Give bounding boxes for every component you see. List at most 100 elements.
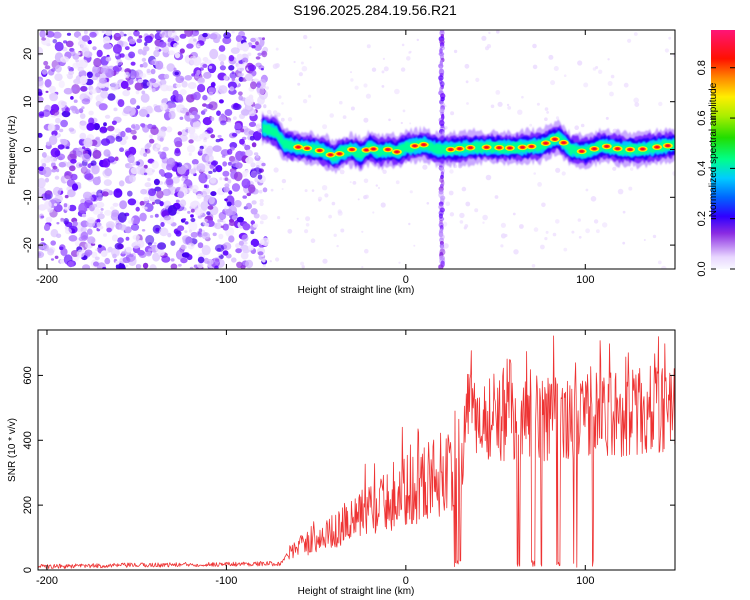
- noise-blob: [170, 258, 175, 262]
- noise-blob: [381, 85, 385, 88]
- noise-blob: [124, 46, 130, 51]
- noise-blob: [64, 221, 73, 228]
- noise-blob: [191, 200, 198, 207]
- noise-blob: [103, 122, 107, 127]
- noise-blob: [512, 212, 516, 216]
- noise-blob: [590, 196, 597, 202]
- noise-blob: [251, 142, 257, 148]
- noise-blob: [607, 81, 613, 86]
- noise-blob: [56, 222, 60, 225]
- noise-blob: [250, 170, 258, 178]
- noise-blob: [198, 77, 205, 83]
- hotspot-core: [457, 147, 462, 150]
- noise-blob: [196, 230, 203, 237]
- noise-blob: [40, 215, 45, 219]
- noise-blob: [97, 213, 105, 220]
- noise-blob: [216, 110, 221, 116]
- noise-blob: [170, 263, 178, 269]
- noise-blob: [212, 145, 222, 153]
- noise-blob: [144, 42, 148, 46]
- noise-blob: [482, 214, 488, 221]
- noise-blob: [112, 202, 119, 207]
- noise-blob: [201, 245, 211, 256]
- noise-blob: [191, 110, 198, 116]
- noise-blob: [402, 109, 406, 113]
- noise-blob: [507, 106, 512, 110]
- noise-blob: [184, 75, 193, 81]
- noise-blob: [128, 174, 136, 183]
- noise-blob: [247, 52, 252, 57]
- noise-blob: [464, 63, 470, 69]
- noise-blob: [265, 86, 269, 90]
- noise-blob: [532, 64, 538, 70]
- noise-blob: [41, 152, 47, 158]
- noise-blob: [261, 237, 270, 246]
- noise-blob: [132, 161, 137, 166]
- noise-blob: [107, 156, 116, 163]
- noise-blob: [375, 184, 378, 187]
- noise-blob: [231, 202, 235, 206]
- noise-blob: [251, 200, 257, 205]
- noise-blob: [146, 68, 151, 74]
- noise-blob: [114, 156, 119, 162]
- noise-blob: [233, 102, 239, 108]
- noise-blob: [107, 93, 116, 101]
- noise-blob: [80, 231, 89, 241]
- noise-blob: [577, 60, 583, 66]
- noise-blob: [59, 138, 65, 143]
- spectrogram-x-label: Height of straight line (km): [298, 285, 415, 296]
- noise-blob: [550, 80, 556, 86]
- noise-blob: [64, 228, 72, 235]
- noise-blob: [143, 196, 149, 201]
- noise-blob: [110, 82, 119, 91]
- hotspot-core: [544, 142, 548, 145]
- snr-y-label: SNR (10 * v/v): [7, 418, 18, 482]
- noise-blob: [545, 230, 549, 234]
- noise-blob: [229, 72, 237, 79]
- noise-blob: [91, 251, 98, 259]
- colorbar-tick-label: 0.4: [696, 161, 708, 176]
- noise-blob: [165, 177, 174, 186]
- noise-blob: [121, 251, 126, 255]
- noise-blob: [47, 123, 55, 132]
- noise-blob: [81, 165, 88, 172]
- noise-blob: [257, 96, 265, 105]
- noise-blob: [329, 113, 335, 118]
- noise-blob: [196, 193, 202, 199]
- noise-blob: [228, 190, 233, 195]
- noise-blob: [459, 212, 465, 219]
- noise-blob: [145, 251, 152, 257]
- x-tick-label: -200: [36, 274, 58, 286]
- noise-blob: [47, 248, 55, 256]
- noise-blob: [215, 261, 219, 265]
- noise-blob: [495, 90, 501, 95]
- noise-blob: [486, 44, 492, 49]
- noise-blob: [231, 132, 238, 137]
- noise-blob: [233, 116, 237, 120]
- noise-blob: [148, 134, 153, 139]
- noise-blob: [218, 54, 227, 62]
- noise-blob: [240, 251, 249, 260]
- noise-blob: [79, 120, 89, 131]
- noise-blob: [155, 60, 164, 70]
- noise-blob: [257, 174, 263, 180]
- noise-blob: [217, 134, 222, 138]
- noise-blob: [259, 201, 264, 207]
- noise-blob: [162, 146, 169, 152]
- y-tick-label: 200: [22, 496, 34, 514]
- noise-blob: [127, 190, 133, 197]
- noise-blob: [72, 221, 78, 227]
- noise-blob: [40, 237, 45, 242]
- noise-blob: [277, 95, 282, 99]
- noise-blob: [238, 240, 244, 246]
- noise-blob: [153, 49, 160, 58]
- noise-blob: [141, 90, 146, 95]
- noise-blob: [244, 144, 251, 151]
- noise-blob: [445, 201, 451, 207]
- noise-blob: [272, 110, 278, 115]
- snr-axes: -200 -100 0 100 0 200 400 600: [22, 330, 675, 587]
- noise-blob: [136, 165, 145, 175]
- interference-blob: [438, 264, 444, 269]
- noise-blob: [191, 159, 199, 165]
